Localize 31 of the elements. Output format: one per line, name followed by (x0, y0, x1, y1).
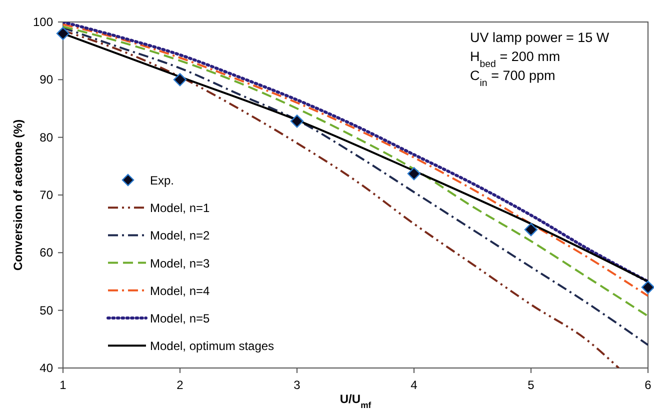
x-tick-label: 1 (60, 378, 67, 392)
point (641, 280, 654, 294)
y-tick-label: 60 (40, 246, 54, 260)
legend-label: Model, n=3 (150, 256, 210, 270)
y-tick-label: 80 (40, 130, 54, 144)
legend-label: Exp. (150, 174, 174, 188)
annotation: H$_{bed}$ = 200 mm (470, 49, 560, 70)
y-axis-title: Conversion of acetone (%) (11, 119, 25, 271)
x-tick-label: 4 (410, 378, 418, 392)
point (56, 26, 70, 40)
legend-label: Model, n=5 (150, 312, 210, 326)
point (173, 73, 187, 86)
legend-label: Model, optimum stages (150, 339, 274, 354)
x-tick-label: 2 (176, 378, 184, 392)
annotation: UV lamp power = 15 W (470, 30, 610, 45)
point (407, 167, 421, 180)
annotation: C$_{in}$ = 700 ppm (470, 68, 556, 88)
x-tick-label: 5 (528, 378, 535, 392)
y-tick-label: 50 (40, 303, 54, 318)
x-axis-title: U/U$_{mf}$ (340, 392, 372, 410)
y-tick-label: 40 (40, 361, 54, 375)
legend-label: Model, n=2 (150, 228, 210, 243)
legend-label: Model, n=1 (150, 201, 210, 216)
legend-label: Model, n=4 (150, 284, 210, 298)
x-tick-label: 3 (294, 378, 301, 392)
x-tick-label: 6 (644, 378, 652, 392)
y-tick-label: 100 (32, 15, 54, 29)
y-tick-label: 70 (40, 188, 54, 202)
y-tick-label: 90 (40, 72, 54, 87)
point (524, 223, 538, 236)
point (290, 114, 304, 128)
